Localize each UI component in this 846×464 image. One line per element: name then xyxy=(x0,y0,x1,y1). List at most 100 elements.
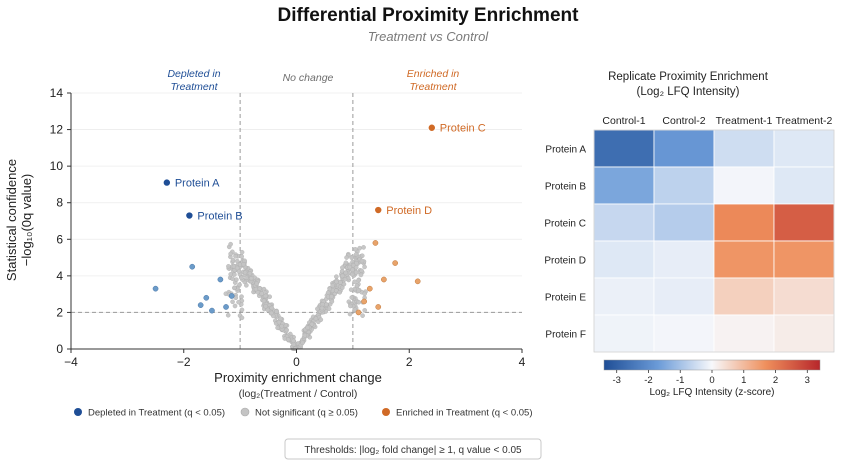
threshold-note-box xyxy=(284,438,542,460)
heatmap-border xyxy=(593,129,835,353)
colorbar-tick-label: -3 xyxy=(612,375,620,386)
heatmap-col-label: Control-1 xyxy=(602,115,645,127)
heatmap-title-line2: (Log₂ LFQ Intensity) xyxy=(637,86,740,98)
colorbar-tick-label: -2 xyxy=(644,375,652,386)
ns-point xyxy=(239,307,245,313)
enriched-point xyxy=(375,304,382,310)
ns-point xyxy=(234,277,239,282)
ns-point xyxy=(313,316,319,321)
depleted-point xyxy=(217,276,224,283)
highlight-point-protein-c xyxy=(427,123,436,132)
y-tick-label: 14 xyxy=(50,86,64,100)
ns-point xyxy=(237,282,242,288)
ns-point xyxy=(334,274,339,279)
highlight-label-protein-b: Protein B xyxy=(197,211,242,223)
heatmap-row-label: Protein D xyxy=(544,256,586,267)
heatmap-cell xyxy=(653,129,715,168)
ns-point xyxy=(362,308,368,313)
colorbar-gradient xyxy=(603,359,821,371)
heatmap-row-label: Protein E xyxy=(545,293,586,304)
ns-point xyxy=(263,303,268,309)
ns-point xyxy=(242,270,248,275)
y-tick-label: 0 xyxy=(56,342,63,356)
ns-point xyxy=(300,340,305,346)
heatmap-col-label: Treatment-2 xyxy=(776,115,833,127)
ns-point xyxy=(241,262,246,267)
ns-point xyxy=(239,315,245,321)
ns-point xyxy=(228,241,233,247)
enriched-point xyxy=(372,240,379,246)
y-tick-label: 12 xyxy=(50,123,64,137)
ns-point xyxy=(359,268,364,274)
ns-point xyxy=(254,281,259,286)
ns-point xyxy=(327,286,333,292)
volcano-ns-points xyxy=(223,241,368,351)
ns-point xyxy=(344,255,349,260)
ns-point xyxy=(239,275,244,281)
ns-point xyxy=(359,253,365,259)
heatmap-row-label: Protein B xyxy=(545,182,586,193)
ns-point xyxy=(226,264,231,269)
ns-point xyxy=(274,309,279,314)
ns-point xyxy=(356,277,361,283)
ns-point xyxy=(234,258,240,264)
ns-point xyxy=(239,254,244,259)
ns-point xyxy=(265,307,271,313)
ns-point xyxy=(342,277,348,282)
legend-depleted-label: Depleted in Treatment (q < 0.05) xyxy=(88,408,225,419)
enriched-point xyxy=(381,276,387,283)
ns-point xyxy=(360,313,365,318)
heatmap-cell xyxy=(713,129,775,168)
heatmap: Replicate Proximity Enrichment (Log₂ LFQ… xyxy=(544,71,835,398)
colorbar-ticks: -3 -2 -1 0 1 2 3 xyxy=(612,370,810,386)
ns-point xyxy=(234,265,240,271)
heatmap-title-line1: Replicate Proximity Enrichment xyxy=(608,71,769,83)
highlight-point-protein-b xyxy=(185,211,194,220)
ns-point xyxy=(228,251,233,257)
ns-point xyxy=(291,338,296,344)
heatmap-row-label: Protein C xyxy=(544,219,586,230)
heatmap-cell xyxy=(653,203,715,242)
ns-point xyxy=(225,312,231,318)
heatmap-cell xyxy=(713,314,775,353)
ns-point xyxy=(233,254,238,259)
ns-point xyxy=(347,311,353,317)
colorbar-tick-label: 0 xyxy=(709,375,714,386)
depleted-point xyxy=(152,285,159,292)
colorbar-label: Log₂ LFQ Intensity (z-score) xyxy=(649,387,774,398)
ns-point xyxy=(330,283,335,288)
ns-point xyxy=(337,290,343,295)
ns-point xyxy=(239,249,245,255)
ns-point xyxy=(354,260,359,266)
ns-point xyxy=(361,245,366,250)
heatmap-cell xyxy=(593,129,655,168)
ns-point xyxy=(359,258,365,264)
region-nochange: No change xyxy=(283,72,334,84)
ns-point xyxy=(347,264,352,270)
ns-point xyxy=(232,303,238,309)
ns-point xyxy=(232,285,237,291)
heatmap-cell xyxy=(773,203,835,242)
x-tick-label: 2 xyxy=(406,355,413,369)
enriched-point xyxy=(392,260,399,266)
ns-point xyxy=(353,252,359,257)
legend-ns-label: Not significant (q ≥ 0.05) xyxy=(255,408,358,419)
highlight-point-protein-a xyxy=(162,178,171,187)
volcano-xlabel-sub: (log₂(Treatment / Control) xyxy=(239,388,358,400)
ns-point xyxy=(253,286,259,292)
x-tick-label: 0 xyxy=(293,355,300,369)
ns-point xyxy=(356,299,361,305)
ns-point xyxy=(244,275,249,281)
colorbar-tick-label: 1 xyxy=(741,375,746,386)
ns-point xyxy=(228,272,233,277)
heatmap-cell xyxy=(593,314,655,353)
ns-point xyxy=(263,293,268,299)
ns-point xyxy=(319,305,325,311)
ns-point xyxy=(340,273,345,279)
ns-point xyxy=(340,265,345,270)
volcano-ticks: −4 −2 0 2 4 0 2 4 6 8 10 12 14 xyxy=(50,86,526,369)
y-tick-label: 8 xyxy=(56,196,63,210)
y-tick-label: 2 xyxy=(56,305,63,319)
legend-enriched-label: Enriched in Treatment (q < 0.05) xyxy=(396,408,533,419)
